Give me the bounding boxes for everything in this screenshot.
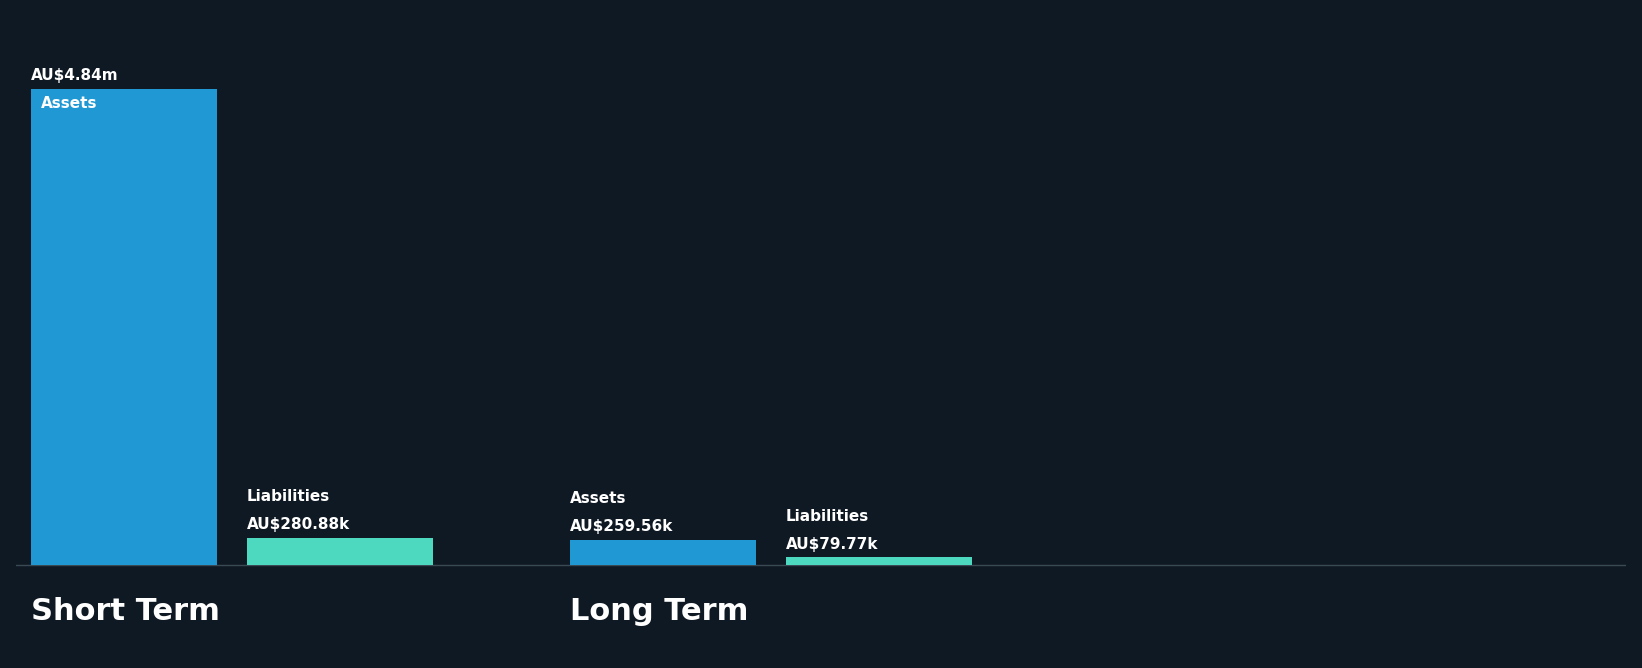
Text: Long Term: Long Term	[570, 597, 749, 626]
Bar	[246, 538, 433, 565]
Bar	[570, 540, 757, 565]
Text: Liabilities: Liabilities	[787, 509, 869, 524]
Text: Assets: Assets	[41, 96, 97, 112]
Bar	[31, 89, 217, 565]
Text: AU$4.84m: AU$4.84m	[31, 68, 118, 83]
Text: AU$259.56k: AU$259.56k	[570, 519, 673, 534]
Text: Assets: Assets	[570, 491, 627, 506]
Text: Short Term: Short Term	[31, 597, 220, 626]
Text: AU$280.88k: AU$280.88k	[246, 517, 350, 532]
Text: Liabilities: Liabilities	[246, 489, 330, 504]
Bar	[787, 558, 972, 565]
Text: AU$79.77k: AU$79.77k	[787, 537, 878, 552]
